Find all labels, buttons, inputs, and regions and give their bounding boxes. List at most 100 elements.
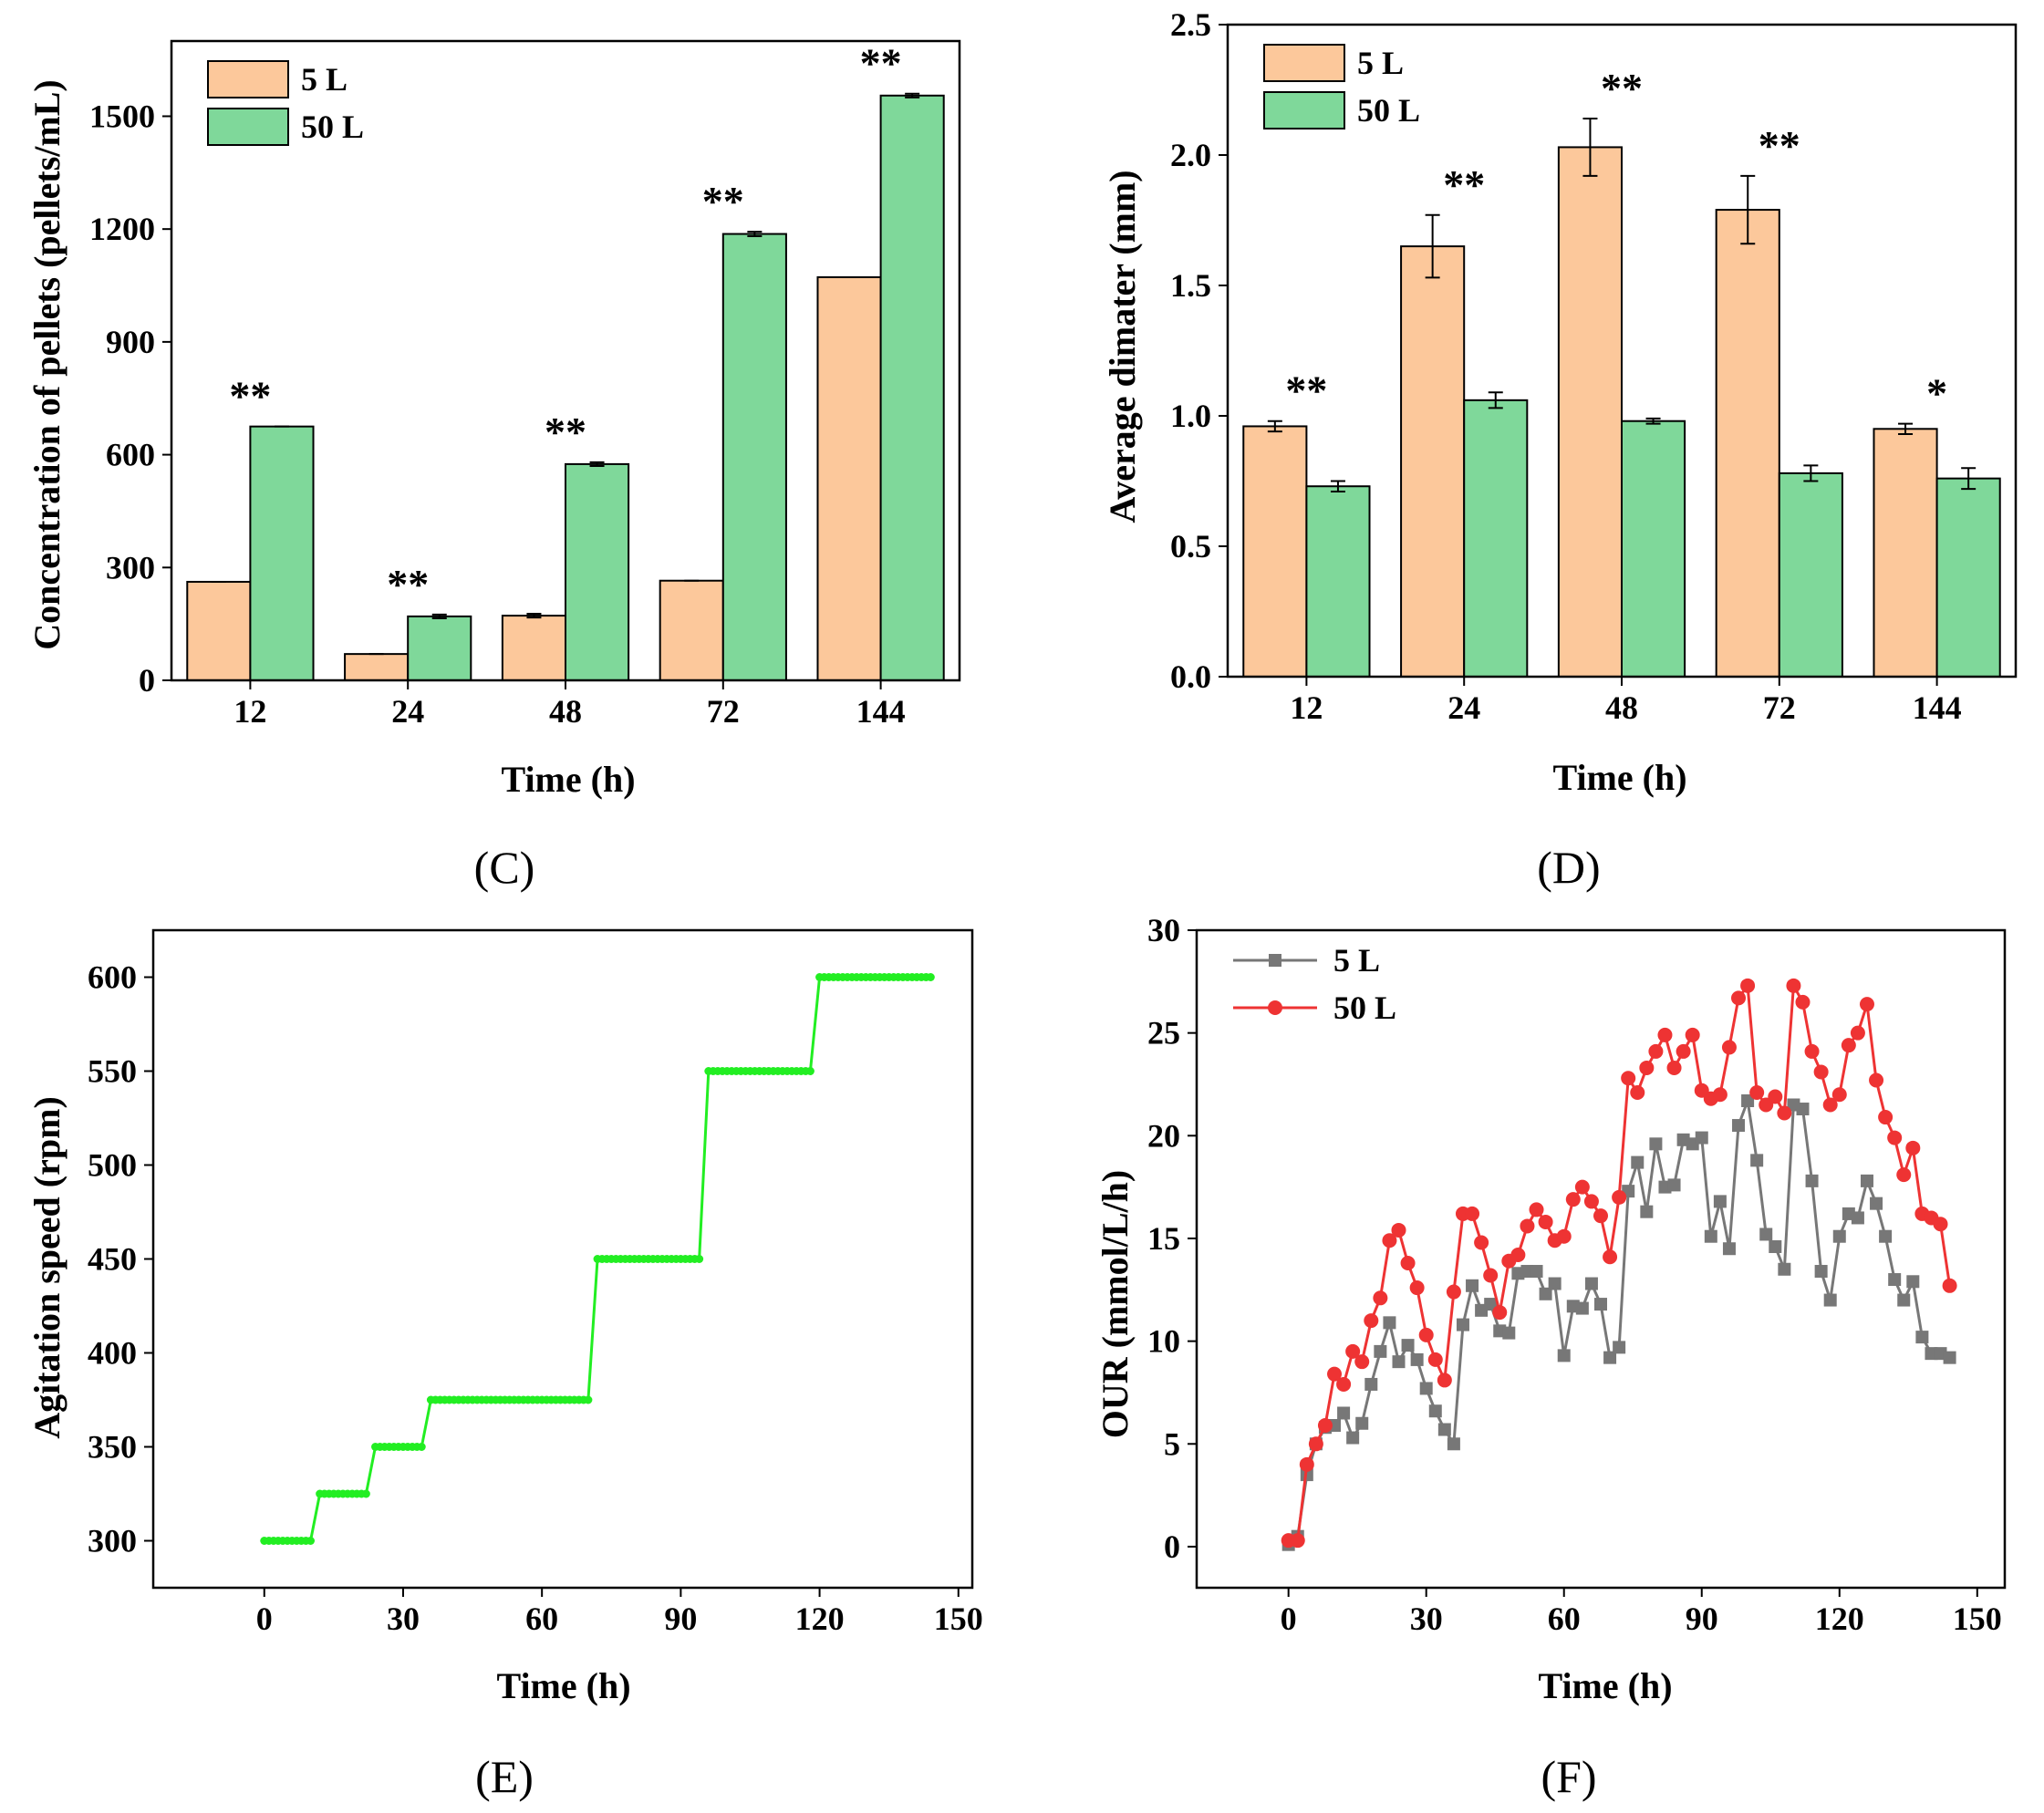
panel-d-y-tick-label: 0.5 xyxy=(1170,528,1211,565)
panel-f-point-50l xyxy=(1593,1208,1608,1224)
panel-f-point-50l xyxy=(1427,1352,1443,1367)
panel-f-point-50l xyxy=(1841,1038,1856,1053)
panel-d-y-tick-label: 2.0 xyxy=(1170,137,1211,173)
panel-c-bar-5l-24 xyxy=(344,653,410,682)
panel-f-point-5l xyxy=(1557,1349,1571,1362)
panel-f-point-50l xyxy=(1308,1436,1323,1452)
panel-f-point-50l xyxy=(1446,1284,1461,1300)
panel-f-point-5l xyxy=(1346,1431,1360,1445)
panel-f-point-5l xyxy=(1640,1205,1654,1218)
panel-f-point-5l xyxy=(1667,1178,1681,1192)
panel-f-point-50l xyxy=(1721,1040,1737,1055)
panel-f-point-5l xyxy=(1613,1341,1626,1354)
panel-f-point-50l xyxy=(1749,1084,1765,1100)
panel-e-y-tick-label: 500 xyxy=(88,1147,137,1184)
panel-d-x-tick-label: 12 xyxy=(1290,689,1323,726)
panel-e-y-tick-label: 350 xyxy=(88,1429,137,1466)
panel-f-point-50l xyxy=(1657,1027,1673,1042)
panel-d-bar-50l-72 xyxy=(1778,471,1843,678)
panel-f-x-axis-label: Time (h) xyxy=(1538,1665,1672,1706)
panel-f-legend-label-5l: 5 L xyxy=(1333,942,1380,979)
panel-f-label: (F) xyxy=(1541,1751,1596,1802)
panel-f-point-5l xyxy=(1456,1318,1469,1331)
panel-f-point-50l xyxy=(1354,1354,1370,1370)
panel-f-x-tick-label: 60 xyxy=(1548,1601,1581,1637)
panel-e-y-tick-label: 300 xyxy=(88,1523,137,1559)
panel-d-legend-swatch-5l xyxy=(1263,44,1345,82)
panel-e-x-tick-label: 150 xyxy=(934,1601,983,1637)
panel-d-bar-5l-72 xyxy=(1715,209,1780,678)
panel-d-y-tick-label: 0.0 xyxy=(1170,658,1211,695)
panel-e-x-tick-label: 30 xyxy=(387,1601,420,1637)
panel-f-point-5l xyxy=(1631,1155,1645,1169)
panel-f-point-50l xyxy=(1583,1194,1599,1209)
panel-d-label: (D) xyxy=(1537,842,1600,893)
panel-d-bar-5l-24 xyxy=(1400,245,1466,678)
panel-e-agitation-point xyxy=(805,1067,814,1075)
panel-f-point-50l xyxy=(1612,1189,1627,1205)
panel-d-errorbar-5l-12 xyxy=(1267,420,1282,433)
panel-f-point-5l xyxy=(1419,1382,1433,1395)
panel-f-point-50l xyxy=(1603,1249,1618,1265)
panel-f-point-50l xyxy=(1538,1214,1553,1229)
panel-f-x-tick-label: 150 xyxy=(1953,1601,2002,1637)
panel-d-legend-label-5l: 5 L xyxy=(1357,45,1404,81)
panel-f-point-5l xyxy=(1879,1229,1893,1243)
panel-f-point-50l xyxy=(1317,1418,1333,1434)
panel-c-y-axis-label: Concentration of pellets (pellets/mL) xyxy=(26,79,67,649)
panel-d-significance-144: * xyxy=(1926,370,1947,417)
panel-f-point-50l xyxy=(1621,1071,1636,1086)
panel-f-point-50l xyxy=(1639,1060,1655,1075)
panel-f-point-5l xyxy=(1364,1377,1378,1391)
panel-f-point-50l xyxy=(1850,1025,1865,1041)
panel-f-point-5l xyxy=(1337,1406,1351,1420)
panel-c-x-tick-label: 72 xyxy=(707,693,740,730)
panel-c-bar-50l-12 xyxy=(249,425,315,681)
panel-f-point-50l xyxy=(1418,1327,1434,1342)
panel-f-point-50l xyxy=(1786,978,1801,993)
panel-f-x-tick-label: 90 xyxy=(1686,1601,1718,1637)
panel-f-point-50l xyxy=(1483,1268,1499,1283)
panel-c-y-tick-label: 300 xyxy=(106,549,155,585)
panel-f-legend-marker-5l xyxy=(1269,954,1281,967)
panel-f-point-50l xyxy=(1574,1179,1590,1195)
panel-c-significance-48: ** xyxy=(545,409,586,455)
panel-f-point-5l xyxy=(1750,1154,1764,1167)
panel-f-point-50l xyxy=(1712,1087,1728,1103)
panel-d-errorbar-50l-12 xyxy=(1330,480,1345,492)
panel-e-y-tick-label: 550 xyxy=(88,1053,137,1090)
panel-f-point-50l xyxy=(1290,1533,1305,1549)
panel-c-errorbar-50l-24 xyxy=(431,613,447,619)
panel-f-point-50l xyxy=(1336,1376,1352,1392)
panel-f-point-50l xyxy=(1869,1072,1884,1088)
panel-d-errorbar-5l-48 xyxy=(1582,117,1598,177)
panel-d-bar-5l-48 xyxy=(1557,146,1624,679)
panel-c-plot-frame xyxy=(170,39,961,682)
panel-e-y-tick-label: 450 xyxy=(88,1241,137,1278)
panel-d-y-tick-label: 1.0 xyxy=(1170,398,1211,434)
panel-f-point-5l xyxy=(1823,1293,1837,1307)
panel-c-bar-50l-24 xyxy=(407,615,472,682)
panel-f-point-5l xyxy=(1484,1298,1498,1311)
panel-e-x-tick-label: 120 xyxy=(795,1601,845,1637)
panel-e-y-axis-label: Agitation speed (rpm) xyxy=(26,1096,67,1439)
panel-f-point-50l xyxy=(1382,1233,1397,1248)
panel-c-x-tick-label: 144 xyxy=(856,693,906,730)
panel-f-point-50l xyxy=(1630,1084,1645,1100)
panel-f-point-50l xyxy=(1878,1110,1894,1125)
panel-f-point-50l xyxy=(1666,1060,1682,1075)
panel-f-point-5l xyxy=(1832,1229,1846,1243)
panel-f-point-5l xyxy=(1713,1195,1727,1208)
panel-d-y-tick-label: 1.5 xyxy=(1170,267,1211,304)
panel-d-x-tick-label: 72 xyxy=(1763,689,1796,726)
panel-f-point-5l xyxy=(1539,1287,1552,1300)
panel-f-point-5l xyxy=(1778,1262,1791,1276)
panel-f-point-5l xyxy=(1704,1229,1717,1243)
panel-f-point-50l xyxy=(1740,978,1756,993)
panel-e-y-tick-label: 600 xyxy=(88,959,137,996)
panel-f-y-tick-label: 15 xyxy=(1147,1220,1180,1257)
panel-f-point-5l xyxy=(1695,1131,1708,1145)
panel-f-point-50l xyxy=(1529,1202,1544,1217)
panel-e-x-axis-label: Time (h) xyxy=(496,1665,630,1706)
panel-d-bar-50l-12 xyxy=(1305,485,1371,678)
